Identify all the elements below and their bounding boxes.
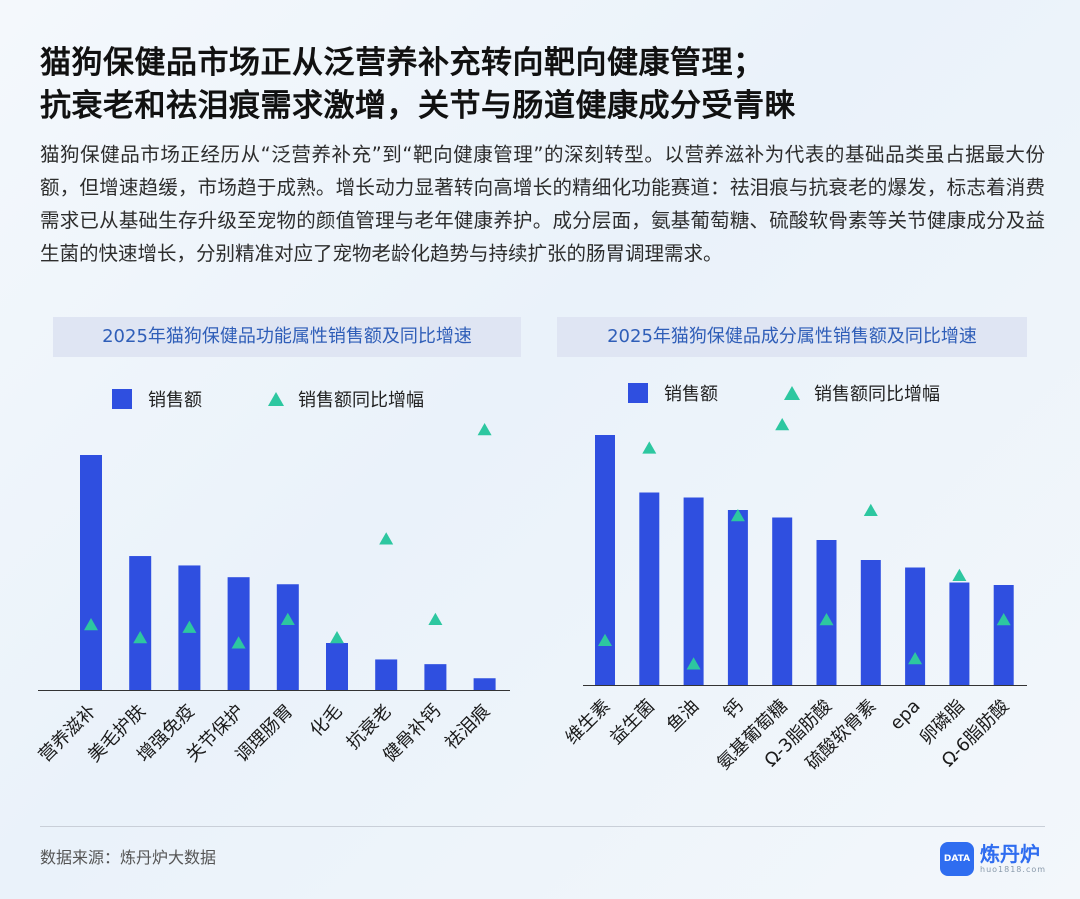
legend-marker-label: 销售额同比增幅 [298,390,424,411]
chart2-bar [905,567,926,685]
chart1-bar [129,556,152,690]
title-line-2: 抗衰老和祛泪痕需求激增，关节与肠道健康成分受青睐 [40,88,796,124]
chart1-category-label: 祛泪痕 [441,701,494,754]
chart1-title: 2025年猫狗保健品功能属性销售额及同比增速 [53,317,521,357]
chart2-growth-marker [642,441,657,454]
legend-bar-label: 销售额 [664,384,718,405]
description-paragraph: 猫狗保健品市场正经历从“泛营养补充”到“靶向健康管理”的深刻转型。以营养滋补为代… [40,143,1045,265]
chart2-bar [683,497,704,685]
chart2-growth-marker [908,652,923,665]
chart2-growth-marker [730,509,745,522]
page-title: 猫狗保健品市场正从泛营养补充转向靶向健康管理； 抗衰老和祛泪痕需求激增，关节与肠… [40,42,1050,128]
chart1-bar [276,584,299,690]
footer-divider [40,826,1045,827]
chart1-growth-marker [182,620,197,633]
chart2-growth-marker [996,613,1011,626]
chart2-bar [772,517,793,685]
chart1-growth-marker [231,636,246,649]
chart2-bar [595,435,615,685]
logo-url: huo1818.com [980,865,1047,874]
chart1-growth-marker [133,631,148,644]
chart2-growth-marker [686,657,701,670]
chart2-title: 2025年猫狗保健品成分属性销售额及同比增速 [557,317,1027,357]
chart1-growth-marker [477,423,492,436]
chart2-category-label: 钙 [720,696,748,724]
chart2-growth-marker [819,613,834,626]
chart1-bar [375,659,398,690]
chart2-category-label: 鱼油 [663,696,703,736]
chart2-growth-marker [598,633,612,647]
chart2-category-label: 益生菌 [606,696,659,749]
chart1-bar [80,455,102,690]
chart1-growth-marker [330,631,344,644]
chart2-bar [993,585,1014,685]
chart1-growth-marker [280,612,295,626]
logo-icon: DATA [940,842,974,876]
chart2-bar [816,540,837,685]
legend-bar-swatch [628,383,648,403]
legend-triangle-icon [784,386,800,400]
chart1-growth-marker [379,532,394,545]
title-line-1: 猫狗保健品市场正从泛营养补充转向靶向健康管理； [40,45,765,81]
chart2-category-label: 维生素 [562,696,615,749]
chart1-bar [326,643,348,690]
chart2-growth-marker [775,418,790,431]
chart2-growth-marker [952,568,967,582]
chart2-bar [727,510,748,685]
chart1-category-label: 化毛 [306,701,346,741]
chart2-category-label: epa [886,696,925,735]
logo-name: 炼丹炉 [980,842,1040,866]
chart2-bar [639,492,660,685]
chart2-legend: 销售额 销售额同比增幅 [628,380,940,406]
chart1-bar [227,577,250,690]
data-source: 数据来源：炼丹炉大数据 [40,848,217,867]
brand-logo: DATA 炼丹炉 huo1818.com [940,842,1046,876]
chart1-bar [424,664,447,690]
chart2-growth-marker [863,503,878,517]
legend-triangle-icon [268,392,284,406]
chart1-legend: 销售额 销售额同比增幅 [112,386,424,412]
chart1-growth-marker [428,612,443,626]
chart2-bar [860,560,881,685]
chart2-bar [949,582,970,685]
legend-marker-label: 销售额同比增幅 [814,384,940,405]
legend-bar-swatch [112,389,132,409]
chart1-bar [473,678,496,690]
chart1-growth-marker [84,618,98,631]
legend-bar-label: 销售额 [148,390,202,411]
